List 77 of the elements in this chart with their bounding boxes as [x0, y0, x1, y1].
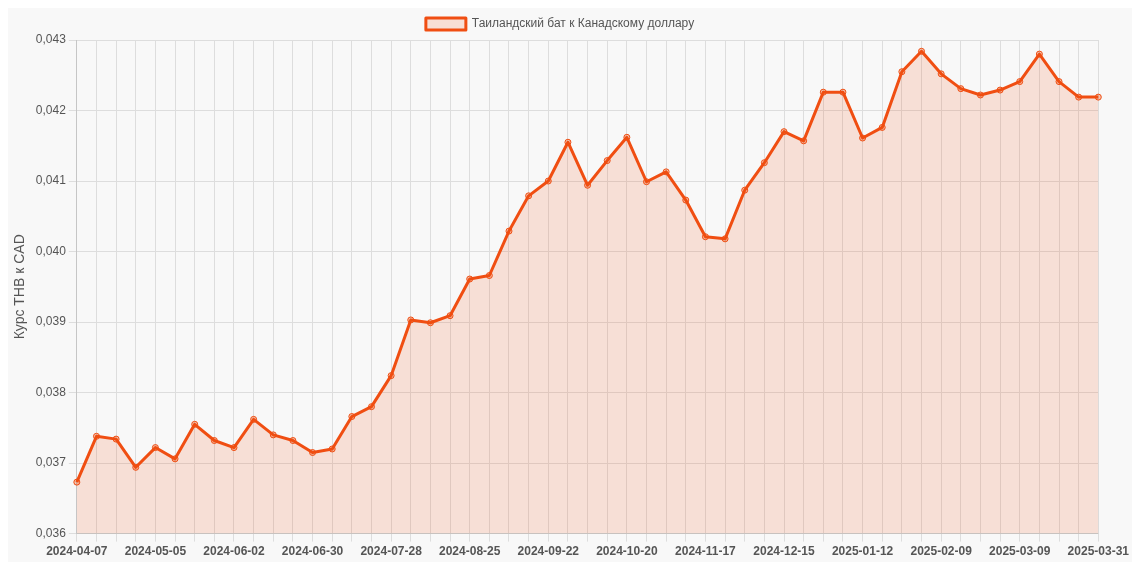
point: [1035, 50, 1043, 58]
point: [289, 437, 297, 445]
point: [701, 233, 709, 241]
x-tick-label: 2025-03-31: [1067, 544, 1130, 559]
point: [367, 403, 375, 411]
point: [937, 70, 945, 78]
point: [643, 178, 650, 186]
point: [780, 128, 788, 136]
x-tick-label: 2024-09-22: [517, 544, 580, 559]
y-tick-label: 0,037: [35, 455, 67, 470]
x-tick-label: 2024-08-25: [439, 544, 501, 559]
point: [269, 431, 277, 439]
x-tick-label: 2025-02-09: [910, 544, 973, 559]
point: [230, 444, 238, 452]
x-tick-label: 2024-06-02: [203, 544, 265, 559]
point: [760, 159, 768, 167]
point: [387, 372, 395, 380]
point: [92, 432, 100, 440]
x-tick-label: 2025-03-09: [989, 544, 1051, 559]
point: [918, 47, 926, 55]
point: [800, 137, 808, 145]
point: [1016, 78, 1024, 86]
point: [466, 275, 474, 283]
point: [584, 181, 592, 189]
point: [407, 316, 415, 324]
point: [348, 413, 356, 421]
point: [623, 133, 631, 141]
point: [485, 272, 493, 280]
point: [446, 312, 454, 320]
point: [151, 444, 159, 452]
x-tick-label: 2024-10-20: [596, 544, 658, 559]
point: [309, 449, 317, 457]
y-tick-label: 0,042: [35, 102, 67, 117]
x-tick-label: 2024-05-05: [124, 544, 187, 559]
point: [859, 134, 867, 142]
point: [426, 319, 434, 327]
point: [73, 478, 81, 486]
y-axis-title: Курс THB к CAD: [11, 234, 28, 340]
point: [132, 463, 140, 471]
point: [839, 88, 847, 96]
point: [1075, 93, 1083, 101]
point: [328, 445, 336, 453]
point: [210, 437, 218, 445]
point: [171, 455, 179, 463]
y-tick-label: 0,036: [35, 525, 67, 540]
point: [250, 415, 258, 423]
point: [1094, 93, 1102, 101]
point: [112, 435, 120, 443]
point: [525, 192, 533, 200]
point: [682, 196, 690, 204]
point: [741, 186, 749, 194]
point: [721, 235, 729, 243]
y-tick-label: 0,043: [35, 32, 67, 47]
point: [505, 227, 513, 235]
point: [957, 85, 965, 93]
point: [191, 420, 199, 428]
point: [898, 68, 906, 76]
x-tick-label: 2024-11-17: [675, 544, 737, 559]
x-tick-label: 2024-12-15: [753, 544, 816, 559]
y-tick-label: 0,038: [35, 384, 67, 399]
x-tick-label: 2024-07-28: [360, 544, 423, 559]
legend-label: Таиландский бат к Канадскому доллару: [471, 16, 695, 31]
point: [819, 88, 827, 96]
point: [1055, 78, 1063, 86]
x-tick-label: 2024-06-30: [281, 544, 344, 559]
point: [662, 168, 670, 176]
point: [603, 157, 611, 165]
y-tick-label: 0,039: [35, 314, 67, 329]
y-tick-label: 0,040: [35, 243, 67, 258]
point: [878, 123, 886, 131]
point: [544, 177, 552, 185]
x-tick-label: 2025-01-12: [831, 544, 894, 559]
point: [564, 138, 572, 146]
y-tick-label: 0,041: [35, 173, 67, 188]
x-tick-label: 2024-04-07: [46, 544, 108, 559]
point: [996, 86, 1004, 94]
point: [976, 91, 984, 99]
